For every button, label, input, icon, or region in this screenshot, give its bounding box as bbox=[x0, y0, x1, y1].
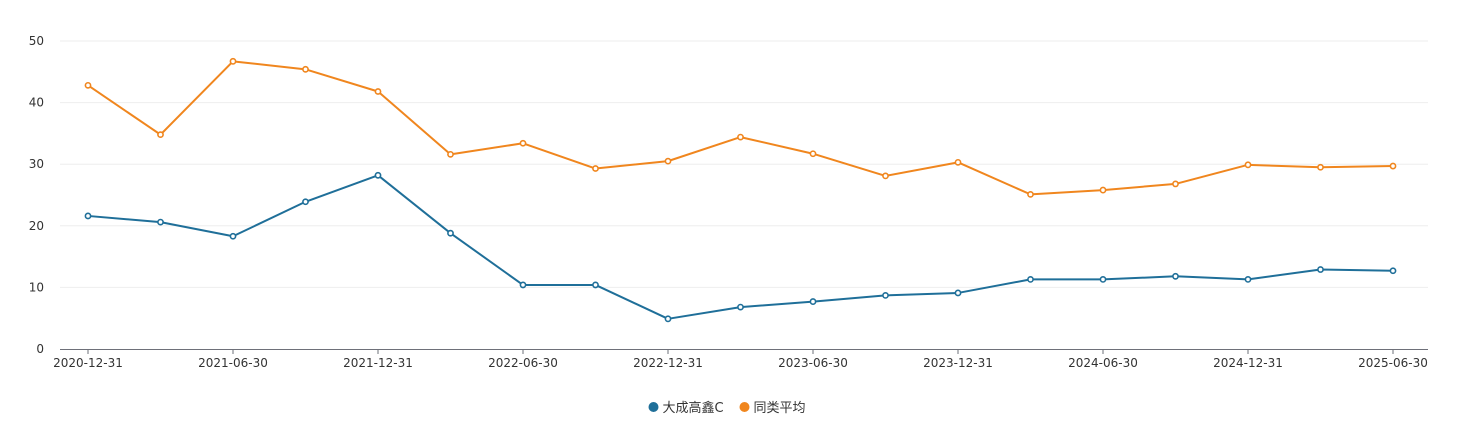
data-point[interactable] bbox=[882, 172, 889, 180]
data-point[interactable] bbox=[954, 289, 962, 297]
y-tick-label: 50 bbox=[29, 34, 44, 48]
legend-item[interactable]: 同类平均 bbox=[739, 401, 806, 416]
x-tick-label: 2021-06-30 bbox=[198, 356, 268, 370]
grid-layer bbox=[60, 40, 1428, 288]
axis-layer: 0 10 20 30 40 50 2020-12-31 2021-06-30 2021-12-3… bbox=[29, 34, 1428, 370]
x-tick-label: 2022-12-31 bbox=[633, 356, 703, 370]
data-point[interactable] bbox=[229, 57, 237, 65]
data-point[interactable] bbox=[809, 298, 817, 305]
data-point[interactable] bbox=[374, 171, 382, 179]
data-point[interactable] bbox=[1244, 275, 1252, 283]
data-point[interactable] bbox=[84, 212, 92, 220]
data-point[interactable] bbox=[592, 281, 599, 289]
data-point[interactable] bbox=[592, 165, 599, 172]
data-point[interactable] bbox=[84, 81, 92, 89]
data-point[interactable] bbox=[519, 139, 527, 147]
x-tick-label: 2022-06-30 bbox=[488, 356, 558, 370]
data-point[interactable] bbox=[1172, 272, 1179, 280]
data-point[interactable] bbox=[1099, 275, 1107, 283]
data-point[interactable] bbox=[1099, 186, 1107, 194]
data-point[interactable] bbox=[519, 281, 527, 289]
x-tick-label: 2020-12-31 bbox=[53, 356, 123, 370]
x-tick-label: 2023-12-31 bbox=[923, 356, 993, 370]
data-point[interactable] bbox=[302, 65, 309, 73]
series-1 bbox=[84, 57, 1397, 198]
legend-label: 同类平均 bbox=[754, 401, 806, 416]
data-point[interactable] bbox=[1027, 275, 1034, 283]
data-point[interactable] bbox=[157, 131, 164, 139]
x-tick-label: 2025-06-30 bbox=[1358, 356, 1428, 370]
data-point[interactable] bbox=[1389, 267, 1397, 275]
y-tick-label: 30 bbox=[29, 157, 44, 171]
data-point[interactable] bbox=[1172, 180, 1179, 188]
data-point[interactable] bbox=[447, 229, 454, 237]
data-point[interactable] bbox=[664, 315, 672, 323]
data-point[interactable] bbox=[229, 232, 237, 240]
y-tick-label: 0 bbox=[36, 342, 44, 356]
series-line bbox=[87, 174, 1394, 320]
data-point[interactable] bbox=[157, 218, 164, 226]
data-point[interactable] bbox=[1317, 163, 1324, 171]
data-point[interactable] bbox=[1244, 161, 1252, 169]
data-point[interactable] bbox=[302, 198, 309, 206]
data-point[interactable] bbox=[954, 158, 962, 166]
data-point[interactable] bbox=[374, 88, 382, 95]
y-tick-label: 20 bbox=[29, 219, 44, 233]
data-point[interactable] bbox=[1317, 266, 1324, 273]
data-point[interactable] bbox=[737, 303, 744, 311]
legend[interactable]: 大成高鑫C 同类平均 bbox=[648, 400, 806, 416]
x-tick-label: 2021-12-31 bbox=[343, 356, 413, 370]
legend-label: 大成高鑫C bbox=[663, 400, 724, 416]
data-point[interactable] bbox=[882, 292, 889, 299]
y-tick-label: 10 bbox=[29, 280, 44, 294]
data-point[interactable] bbox=[664, 157, 672, 165]
x-tick-label: 2023-06-30 bbox=[778, 356, 848, 370]
y-tick-label: 40 bbox=[29, 96, 44, 110]
data-point[interactable] bbox=[809, 150, 817, 158]
legend-item[interactable]: 大成高鑫C bbox=[648, 400, 724, 416]
data-point[interactable] bbox=[737, 133, 744, 141]
x-tick-label: 2024-06-30 bbox=[1068, 356, 1138, 370]
series-layer bbox=[84, 57, 1397, 323]
data-point[interactable] bbox=[1027, 190, 1034, 198]
data-point[interactable] bbox=[447, 150, 454, 158]
data-point[interactable] bbox=[1389, 162, 1397, 170]
series-0 bbox=[84, 171, 1397, 323]
legend-marker bbox=[648, 402, 659, 412]
series-line bbox=[87, 60, 1394, 196]
legend-marker bbox=[739, 402, 750, 412]
x-tick-label: 2024-12-31 bbox=[1213, 356, 1283, 370]
